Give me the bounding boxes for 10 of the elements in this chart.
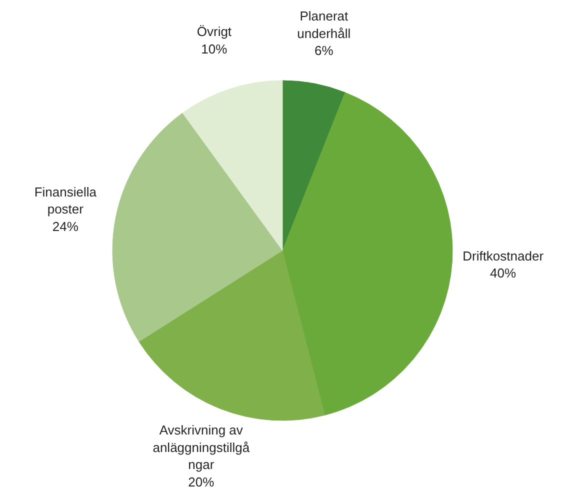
slice-label: Finansiella poster xyxy=(34,184,98,217)
data-label: 20% xyxy=(188,474,215,490)
data-label: 24% xyxy=(52,218,79,234)
data-label: 6% xyxy=(314,43,334,58)
data-label: 40% xyxy=(490,266,517,280)
slice-label: Övrigt xyxy=(196,24,232,40)
slice-label: Avskrivning av anläggningstillgå ngar xyxy=(152,422,250,472)
slice-label: Driftkostnader xyxy=(462,248,544,264)
data-label: 10% xyxy=(201,41,228,56)
slice-label: Planerat underhåll xyxy=(297,8,351,41)
